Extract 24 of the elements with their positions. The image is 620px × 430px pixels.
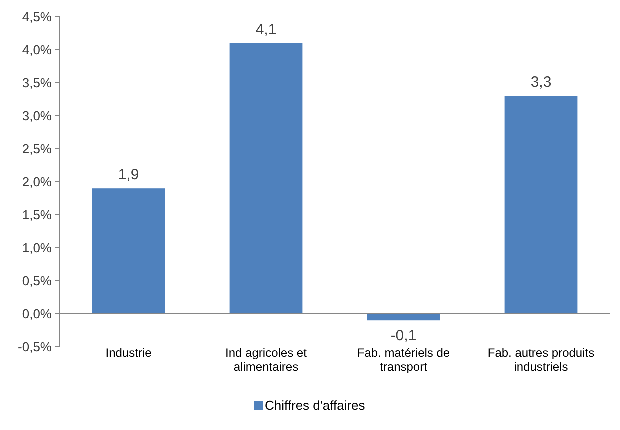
y-tick-label: 2,5% [22, 142, 52, 156]
data-label: 1,9 [118, 166, 140, 184]
y-tick-label: -0,5% [18, 340, 52, 354]
y-tick-label: 0,0% [22, 306, 52, 322]
y-tick-label: 1,5% [22, 208, 52, 222]
y-tick-label: 1,0% [22, 240, 52, 256]
data-label: -0,1 [390, 328, 417, 345]
data-label: 4,1 [256, 21, 277, 38]
x-tick-label: Fab. matériels de transport [357, 346, 450, 374]
bar [367, 314, 440, 321]
y-tick-label: 3,5% [22, 76, 52, 90]
bar [504, 96, 578, 314]
x-tick-label: Industrie [106, 346, 152, 360]
bar [230, 43, 303, 314]
x-tick-label: Ind agricoles et alimentaires [226, 346, 308, 374]
y-tick-label: 4,0% [22, 42, 52, 58]
y-tick-label: 2,0% [22, 174, 52, 190]
bar [92, 188, 166, 314]
x-tick-label: Fab. autres produits industriels [488, 346, 595, 374]
y-tick-label: 0,5% [22, 274, 52, 288]
data-label: 3,3 [530, 74, 552, 92]
y-tick-label: 4,5% [22, 10, 52, 24]
y-tick-label: 3,0% [22, 108, 52, 124]
legend-label: Chiffres d'affaires [265, 398, 366, 413]
